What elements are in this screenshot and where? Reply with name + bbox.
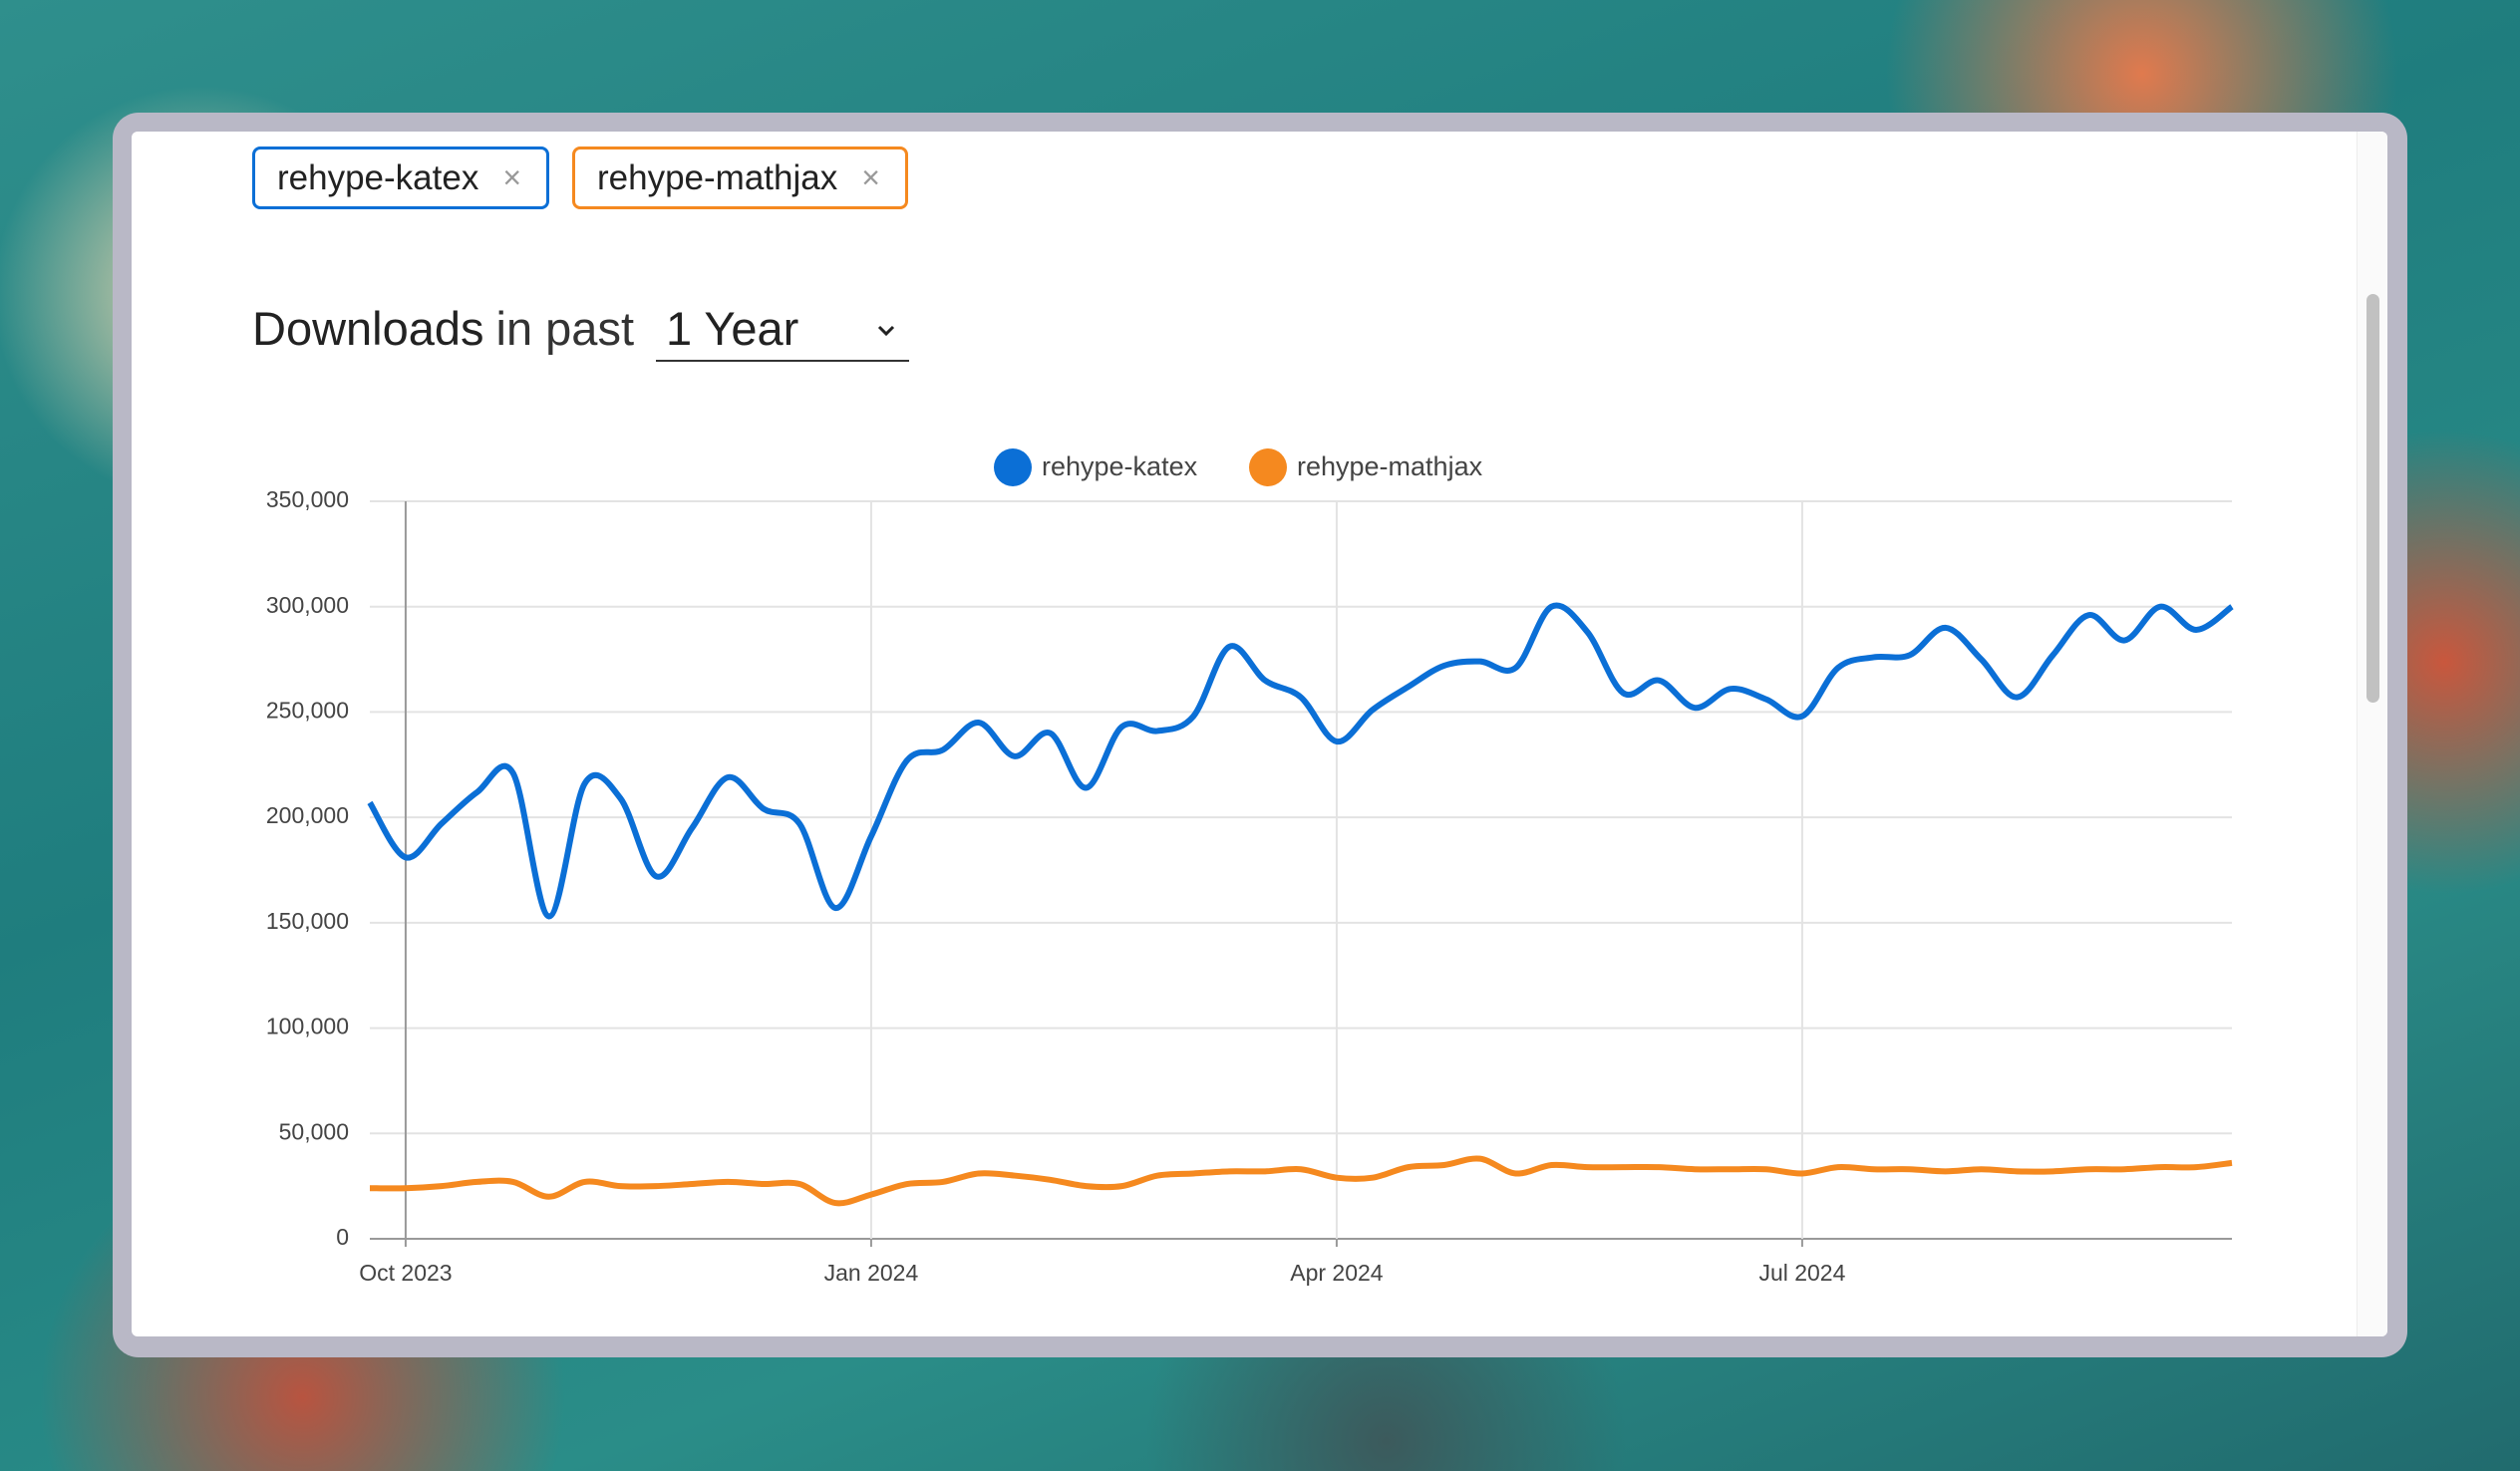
scroll-thumb[interactable]	[2366, 294, 2379, 703]
y-tick-label: 250,000	[266, 698, 349, 724]
y-tick-label: 150,000	[266, 908, 349, 934]
y-tick-label: 200,000	[266, 802, 349, 828]
x-tick-label: Jan 2024	[824, 1260, 919, 1286]
chevron	[877, 325, 895, 337]
select-value: 1 Year	[666, 302, 799, 355]
heading: Downloads in past 1 Year	[252, 301, 910, 362]
series-line	[369, 1155, 2233, 1207]
period-select[interactable]: 1 Year	[656, 301, 910, 362]
y-tick-label: 300,000	[266, 592, 349, 618]
remove-button[interactable]: ×	[861, 159, 880, 195]
tag-label: rehype-mathjax	[597, 157, 838, 197]
x-tick-label: Oct 2023	[359, 1260, 452, 1286]
series-line	[367, 602, 2234, 920]
legend-label: rehype-katex	[1042, 451, 1198, 481]
tag-label: rehype-katex	[277, 157, 479, 197]
y-tick-label: 0	[336, 1224, 349, 1250]
legend-label: rehype-mathjax	[1297, 451, 1483, 481]
y-tick-label: 50,000	[279, 1118, 349, 1144]
window: rehype-katex × rehype-mathjax × Download…	[132, 132, 2387, 1336]
legend-dot	[1249, 448, 1287, 486]
legend-dot	[994, 448, 1032, 486]
x-tick-label: Jul 2024	[1758, 1260, 1845, 1286]
heading-text: in past	[495, 302, 635, 355]
remove-button[interactable]: ×	[502, 159, 522, 195]
y-tick-label: 100,000	[266, 1014, 349, 1039]
heading-strong: Downloads	[252, 302, 484, 355]
package-tag[interactable]: rehype-mathjax ×	[572, 147, 908, 209]
x-tick-label: Apr 2024	[1290, 1260, 1384, 1286]
package-tag[interactable]: rehype-katex ×	[252, 147, 549, 209]
y-tick-label: 350,000	[266, 486, 349, 512]
scrollbar[interactable]	[2357, 132, 2387, 1336]
